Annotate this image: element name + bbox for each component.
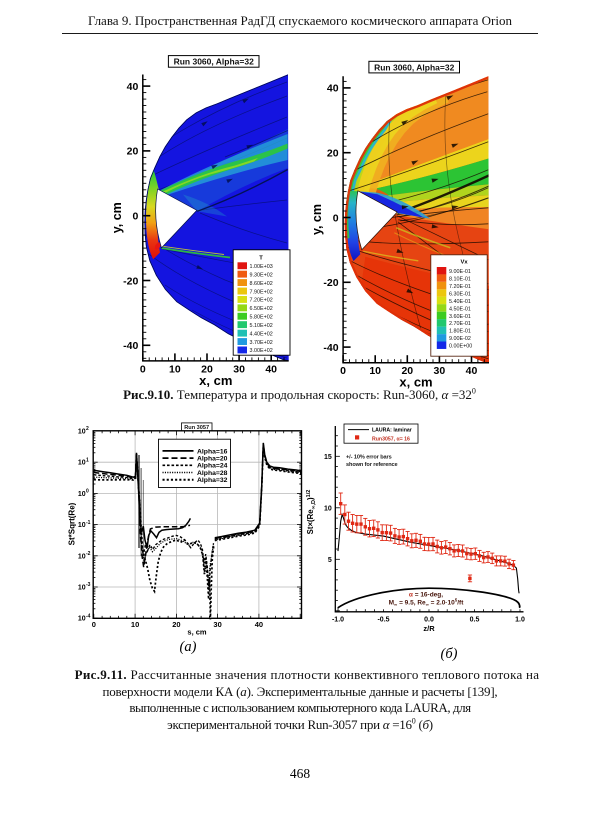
svg-text:Alpha=32: Alpha=32 <box>197 477 228 484</box>
svg-text:-40: -40 <box>323 342 338 354</box>
svg-text:10: 10 <box>78 616 86 623</box>
svg-text:z/R: z/R <box>423 624 435 633</box>
svg-text:10: 10 <box>131 620 139 629</box>
svg-text:α = 16-deg,: α = 16-deg, <box>409 591 443 598</box>
svg-text:10: 10 <box>78 429 86 436</box>
svg-text:40: 40 <box>127 81 139 93</box>
svg-text:3.60E-01: 3.60E-01 <box>449 314 471 320</box>
svg-text:2: 2 <box>86 426 89 432</box>
svg-text:Run3057, α= 16: Run3057, α= 16 <box>372 436 410 442</box>
svg-text:40: 40 <box>255 620 263 629</box>
svg-text:20: 20 <box>327 148 339 160</box>
svg-text:20: 20 <box>127 146 139 158</box>
svg-text:0: 0 <box>333 212 339 224</box>
svg-text:-3: -3 <box>86 582 91 588</box>
svg-text:30: 30 <box>434 365 446 377</box>
svg-text:30: 30 <box>213 620 221 629</box>
svg-text:10: 10 <box>78 522 86 529</box>
svg-text:7.20E+02: 7.20E+02 <box>250 298 273 304</box>
svg-text:3.70E+02: 3.70E+02 <box>250 340 273 346</box>
svg-text:Run 3057: Run 3057 <box>184 425 209 431</box>
svg-text:1: 1 <box>86 457 89 463</box>
svg-text:0: 0 <box>132 211 138 223</box>
svg-text:y, cm: y, cm <box>110 202 124 233</box>
svg-text:0: 0 <box>86 489 89 495</box>
svg-text:10: 10 <box>369 365 381 377</box>
svg-text:10: 10 <box>78 460 86 467</box>
svg-text:5.40E-01: 5.40E-01 <box>449 299 471 305</box>
svg-text:Alpha=24: Alpha=24 <box>197 463 228 470</box>
svg-text:2.70E-01: 2.70E-01 <box>449 321 471 327</box>
svg-text:6.50E+02: 6.50E+02 <box>250 306 273 312</box>
svg-text:5: 5 <box>328 557 332 564</box>
svg-text:1.0: 1.0 <box>515 616 525 623</box>
svg-text:9.30E+02: 9.30E+02 <box>250 272 273 278</box>
svg-text:20: 20 <box>201 363 213 375</box>
svg-text:10: 10 <box>78 585 86 592</box>
svg-text:4.40E+02: 4.40E+02 <box>250 331 273 337</box>
svg-text:30: 30 <box>233 363 245 375</box>
svg-text:20: 20 <box>401 365 413 377</box>
svg-text:9.00E-02: 9.00E-02 <box>449 336 471 342</box>
svg-text:1.00E+03: 1.00E+03 <box>250 264 273 270</box>
svg-text:-40: -40 <box>123 340 138 352</box>
svg-text:10: 10 <box>78 553 86 560</box>
svg-text:Run 3060, Alpha=32: Run 3060, Alpha=32 <box>374 62 455 72</box>
svg-text:-2: -2 <box>86 551 91 557</box>
svg-text:5.10E+02: 5.10E+02 <box>250 323 273 329</box>
svg-text:0.5: 0.5 <box>470 616 480 623</box>
svg-text:20: 20 <box>172 620 180 629</box>
svg-text:40: 40 <box>265 363 277 375</box>
svg-text:-1.0: -1.0 <box>332 616 344 623</box>
svg-text:1.80E-01: 1.80E-01 <box>449 329 471 335</box>
svg-text:10: 10 <box>324 505 332 512</box>
svg-text:-20: -20 <box>323 277 338 289</box>
svg-text:Alpha=20: Alpha=20 <box>197 456 228 463</box>
svg-text:10: 10 <box>78 491 86 498</box>
svg-text:40: 40 <box>327 83 339 95</box>
svg-text:0: 0 <box>340 365 346 377</box>
svg-text:15: 15 <box>324 454 332 461</box>
svg-text:St*Sqrt(Re): St*Sqrt(Re) <box>68 502 77 545</box>
svg-text:Alpha=28: Alpha=28 <box>197 470 228 477</box>
svg-text:+/- 10% error bars: +/- 10% error bars <box>346 455 392 461</box>
svg-text:T: T <box>259 256 263 262</box>
svg-text:LAURA: laminar: LAURA: laminar <box>372 428 412 434</box>
svg-text:0.0: 0.0 <box>424 616 434 623</box>
svg-text:5.80E+02: 5.80E+02 <box>250 315 273 321</box>
svg-text:Run 3060, Alpha=32: Run 3060, Alpha=32 <box>174 57 255 67</box>
svg-text:0.00E+00: 0.00E+00 <box>449 344 472 350</box>
svg-text:Alpha=16: Alpha=16 <box>197 448 228 455</box>
svg-text:8.60E+02: 8.60E+02 <box>250 281 273 287</box>
svg-text:-1: -1 <box>86 520 91 526</box>
svg-text:3.00E+02: 3.00E+02 <box>250 348 273 354</box>
svg-text:6.30E-01: 6.30E-01 <box>449 292 471 298</box>
svg-text:7.20E-01: 7.20E-01 <box>449 284 471 290</box>
svg-text:10: 10 <box>169 363 181 375</box>
svg-text:s, cm: s, cm <box>187 627 207 636</box>
svg-text:-4: -4 <box>86 613 91 619</box>
svg-text:-0.5: -0.5 <box>377 616 389 623</box>
svg-text:M∞ = 9.5, Re∞ = 2.0·105/ft: M∞ = 9.5, Re∞ = 2.0·105/ft <box>389 597 465 607</box>
svg-text:x, cm: x, cm <box>399 375 432 390</box>
svg-text:y, cm: y, cm <box>310 204 324 235</box>
svg-text:9.00E-01: 9.00E-01 <box>449 269 471 275</box>
svg-text:7.90E+02: 7.90E+02 <box>250 289 273 295</box>
svg-text:St×(Re∞,D)1/2: St×(Re∞,D)1/2 <box>306 490 317 535</box>
svg-text:-20: -20 <box>123 275 138 287</box>
svg-text:40: 40 <box>466 365 478 377</box>
svg-text:shown for reference: shown for reference <box>346 462 398 468</box>
svg-text:0: 0 <box>92 620 96 629</box>
svg-text:4.50E-01: 4.50E-01 <box>449 306 471 312</box>
svg-text:Vx: Vx <box>460 260 468 266</box>
svg-text:x, cm: x, cm <box>199 373 232 388</box>
svg-text:8.10E-01: 8.10E-01 <box>449 277 471 283</box>
svg-text:0: 0 <box>140 363 146 375</box>
